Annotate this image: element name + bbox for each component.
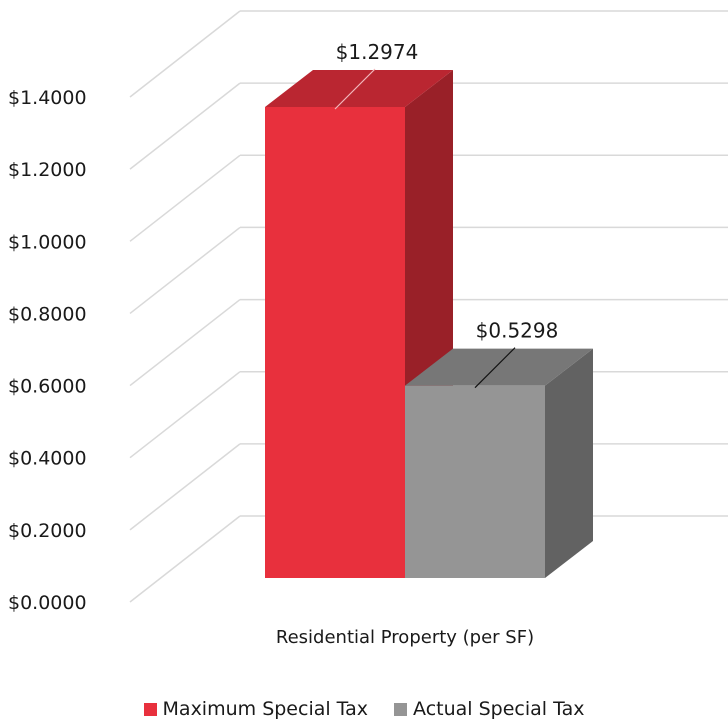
y-axis-ticks: $0.0000 $0.2000 $0.4000 $0.6000 $0.8000 $1.00… [8,87,87,614]
bar-side [545,348,593,578]
chart: $0.0000 $0.2000 $0.4000 $0.6000 $0.8000 $1.00… [8,10,728,648]
y-tick-label: $1.4000 [8,87,87,109]
gridline-diagonal [129,298,241,387]
gridline-diagonal [129,10,241,98]
y-tick-label: $0.6000 [8,376,87,398]
leader-line [334,68,376,110]
bar-actual-special-tax [405,348,593,578]
bar-top [265,70,453,107]
y-tick-label: $0.4000 [8,448,87,470]
data-labels: $1.2974 $0.5298 [334,40,559,389]
bars [265,70,593,578]
y-tick-label: $0.8000 [8,303,87,325]
legend-swatch-actual [394,702,408,716]
gridline-diagonal [129,82,241,170]
y-tick-label: $0.0000 [8,592,87,614]
y-tick-label: $1.2000 [8,159,87,181]
legend-item-actual: Actual Special Tax [394,698,584,720]
bar-front [405,385,545,578]
category-label: Residential Property (per SF) [276,627,534,648]
leader-line [474,347,516,389]
gridline-diagonal [129,226,241,315]
legend-swatch-maximum [143,702,157,716]
y-tick-label: $0.2000 [8,520,87,542]
gridline-diagonal [129,515,241,603]
bar-front [265,107,405,578]
bar-top [405,348,593,386]
gridline-diagonal [129,443,241,531]
data-label: $1.2974 [336,40,419,64]
y-tick-label: $1.0000 [8,231,87,253]
legend-label-actual: Actual Special Tax [413,698,585,720]
gridline-diagonal [129,371,241,459]
data-label: $0.5298 [476,319,559,343]
legend: Maximum Special Tax Actual Special Tax [0,698,728,720]
gridline-diagonal [129,154,241,242]
legend-item-maximum: Maximum Special Tax [143,698,369,720]
legend-label-maximum: Maximum Special Tax [162,698,369,720]
